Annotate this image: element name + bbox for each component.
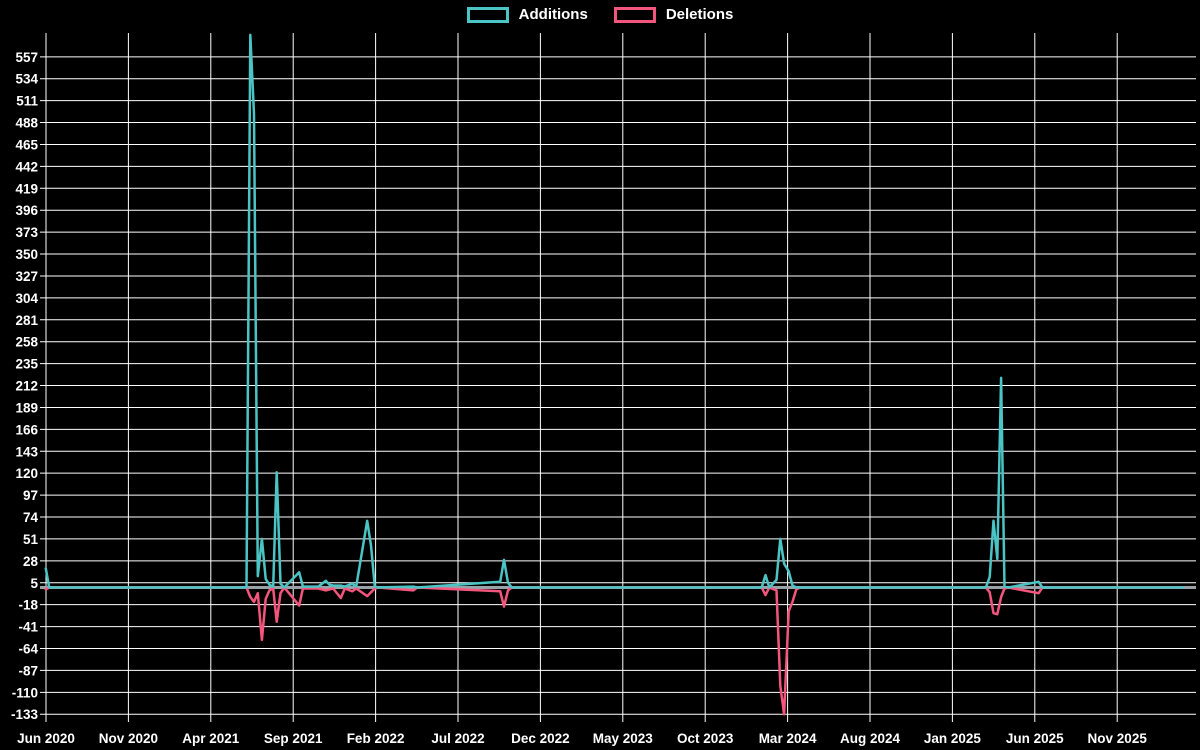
y-axis-tick-label: 120 [15, 466, 38, 481]
deletions-legend-item[interactable]: Deletions [613, 6, 734, 23]
x-axis-tick-label: Jun 2020 [17, 731, 75, 746]
y-axis-tick-label: 350 [15, 247, 38, 262]
y-axis-tick-label: -41 [18, 620, 38, 635]
x-axis-tick-label: Feb 2022 [347, 731, 405, 746]
x-axis-tick-label: Nov 2020 [99, 731, 158, 746]
y-axis-tick-label: 258 [15, 335, 38, 350]
x-axis-tick-label: Sep 2021 [264, 731, 323, 746]
additions-legend-item[interactable]: Additions [466, 6, 588, 23]
y-axis-tick-label: -18 [18, 598, 38, 613]
y-axis-tick-label: 511 [16, 94, 38, 109]
y-axis-tick-label: 28 [23, 554, 39, 569]
y-axis-tick-label: 189 [15, 400, 38, 415]
x-axis-tick-label: Oct 2023 [677, 731, 734, 746]
y-axis-tick-label: 212 [15, 379, 38, 394]
y-axis-tick-label: 97 [23, 488, 38, 503]
y-axis-tick-label: 327 [15, 269, 38, 284]
deletions-legend-swatch-icon [613, 6, 656, 23]
y-axis-tick-label: 557 [15, 50, 38, 65]
chart-legend: Additions Deletions [0, 6, 1200, 23]
y-axis-tick-label: 488 [15, 116, 38, 131]
x-axis-tick-label: Mar 2024 [759, 731, 817, 746]
y-axis-tick-label: 5 [30, 576, 38, 591]
y-axis-tick-label: 143 [15, 444, 38, 459]
x-axis-tick-label: Jul 2022 [431, 731, 484, 746]
additions-legend-swatch-icon [466, 6, 509, 23]
y-axis-tick-label: 534 [15, 72, 38, 87]
y-axis-tick-label: -133 [11, 707, 39, 722]
y-axis-tick-label: 373 [15, 225, 38, 240]
y-axis-tick-label: 304 [15, 291, 38, 306]
y-axis-tick-label: 235 [15, 357, 38, 372]
y-axis-tick-label: 281 [15, 313, 38, 328]
x-axis-tick-label: Dec 2022 [511, 731, 570, 746]
x-axis-tick-label: Apr 2021 [182, 731, 240, 746]
y-axis-tick-label: -110 [12, 685, 38, 700]
y-axis-tick-label: 442 [15, 159, 38, 174]
y-axis-tick-label: 166 [15, 422, 38, 437]
y-axis-tick-label: -87 [18, 663, 38, 678]
y-axis-tick-label: 396 [15, 203, 38, 218]
additions-line [44, 33, 1185, 589]
additions-legend-label: Additions [518, 6, 588, 23]
y-axis-tick-label: 465 [15, 137, 38, 152]
x-axis-tick-label: Aug 2024 [840, 731, 901, 746]
x-axis-tick-label: May 2023 [593, 731, 654, 746]
y-axis-tick-label: 51 [23, 532, 39, 547]
x-axis-tick-label: Nov 2025 [1088, 731, 1148, 746]
y-axis-tick-label: -64 [18, 641, 38, 656]
y-axis-tick-label: 419 [15, 181, 38, 196]
x-axis-tick-label: Jan 2025 [924, 731, 982, 746]
deletions-legend-label: Deletions [665, 6, 734, 23]
y-axis-tick-label: 74 [23, 510, 39, 525]
x-axis-tick-label: Jun 2025 [1006, 731, 1064, 746]
